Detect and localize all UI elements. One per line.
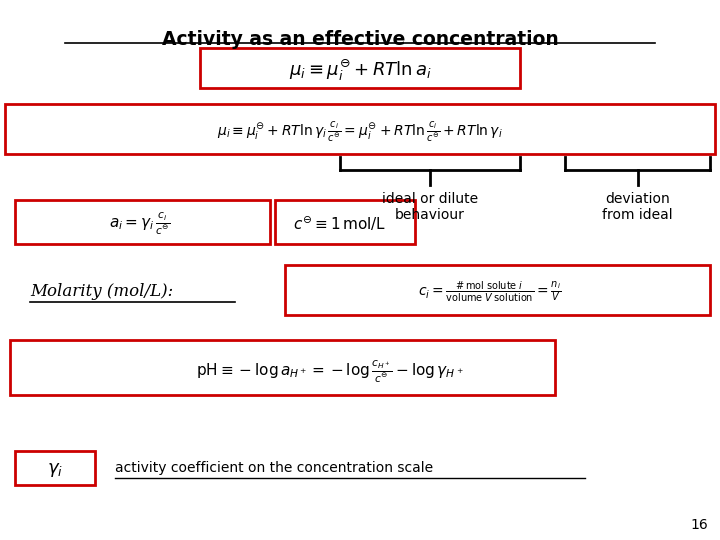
Text: ideal or dilute
behaviour: ideal or dilute behaviour — [382, 192, 478, 222]
Bar — [285, 265, 710, 315]
Bar — [275, 200, 415, 244]
Text: activity coefficient on the concentration scale: activity coefficient on the concentratio… — [115, 461, 433, 475]
Text: $a_i = \gamma_i\, \frac{c_i}{c^{\ominus}}$: $a_i = \gamma_i\, \frac{c_i}{c^{\ominus}… — [109, 211, 171, 237]
Bar — [10, 340, 555, 395]
Bar — [15, 451, 95, 485]
Text: $\gamma_i$: $\gamma_i$ — [47, 461, 63, 479]
Text: Molarity (mol/L):: Molarity (mol/L): — [30, 284, 174, 300]
Text: $\mu_i \equiv \mu_i^{\ominus} + RT\ln\gamma_i\, \frac{c_i}{c^{\ominus}} = \mu_i^: $\mu_i \equiv \mu_i^{\ominus} + RT\ln\ga… — [217, 120, 503, 144]
Bar — [200, 48, 520, 88]
Text: $\mathrm{pH} \equiv -\log a_{H^+} = -\log\frac{c_{H^+}}{c^{\ominus}} - \log\gamm: $\mathrm{pH} \equiv -\log a_{H^+} = -\lo… — [196, 359, 464, 385]
Text: $c_i = \frac{\#\,\mathrm{mol\;solute}\;i}{\mathrm{volume}\;V\;\mathrm{solution}}: $c_i = \frac{\#\,\mathrm{mol\;solute}\;i… — [418, 280, 562, 304]
Text: $\mu_i \equiv \mu_i^{\ominus} + RT\ln a_i$: $\mu_i \equiv \mu_i^{\ominus} + RT\ln a_… — [289, 57, 431, 83]
Bar — [5, 104, 715, 154]
Text: 16: 16 — [690, 518, 708, 532]
Text: Activity as an effective concentration: Activity as an effective concentration — [161, 30, 559, 49]
Bar — [15, 200, 270, 244]
Text: deviation
from ideal: deviation from ideal — [602, 192, 672, 222]
Text: $c^{\ominus} \equiv 1\,\mathrm{mol/L}$: $c^{\ominus} \equiv 1\,\mathrm{mol/L}$ — [293, 215, 387, 233]
